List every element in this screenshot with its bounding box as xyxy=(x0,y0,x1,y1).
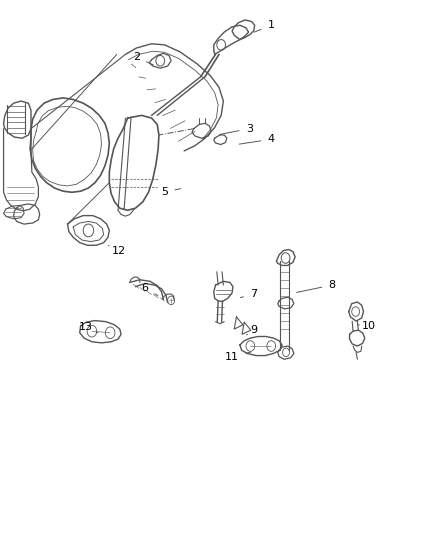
Text: 1: 1 xyxy=(254,20,275,32)
Text: 13: 13 xyxy=(79,322,98,333)
Text: 9: 9 xyxy=(247,325,258,335)
Text: 11: 11 xyxy=(225,352,251,361)
Text: 3: 3 xyxy=(219,124,253,134)
Text: 4: 4 xyxy=(239,134,275,144)
Text: 8: 8 xyxy=(297,280,336,293)
Text: 10: 10 xyxy=(357,321,376,331)
Text: 5: 5 xyxy=(161,187,180,197)
Text: 6: 6 xyxy=(141,282,158,296)
Text: 2: 2 xyxy=(133,52,153,65)
Text: 7: 7 xyxy=(240,289,258,299)
Text: 12: 12 xyxy=(108,246,126,256)
